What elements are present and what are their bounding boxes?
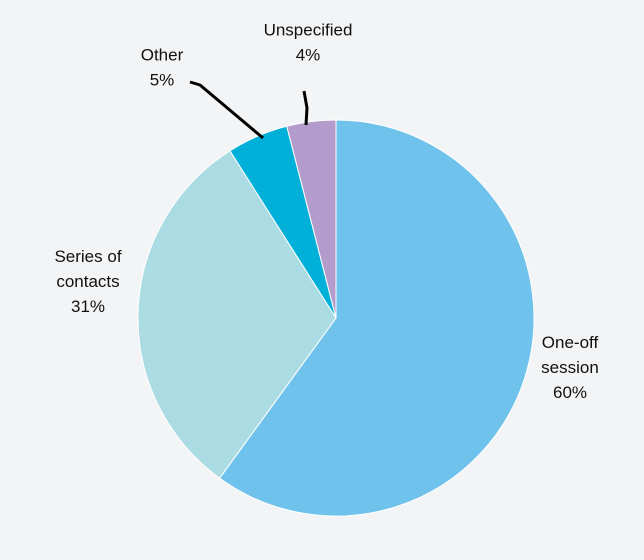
slice-label-other: Other 5% <box>141 46 184 90</box>
slice-name-label: session <box>541 358 599 377</box>
slice-label-series: Series of contacts 31% <box>54 247 121 316</box>
pie-slice-unspecified <box>286 119 337 319</box>
slice-name-label: Series of <box>54 247 121 266</box>
slice-label-unspecified: Unspecified 4% <box>264 21 353 65</box>
slice-value-label: 4% <box>296 46 321 65</box>
slice-label-one-off: One-off session 60% <box>541 333 599 402</box>
slice-name-label: Other <box>141 46 184 65</box>
slice-value-label: 60% <box>553 383 587 402</box>
slice-name-label: contacts <box>56 272 119 291</box>
leader-line-other <box>189 80 264 140</box>
slice-value-label: 31% <box>71 297 105 316</box>
leader-line-unspecified <box>302 90 309 126</box>
pie-slice-series <box>137 150 337 479</box>
slice-name-label: Unspecified <box>264 21 353 40</box>
slice-name-label: One-off <box>542 333 599 352</box>
slice-value-label: 5% <box>150 71 175 90</box>
pie-slice-one-off <box>218 119 535 517</box>
